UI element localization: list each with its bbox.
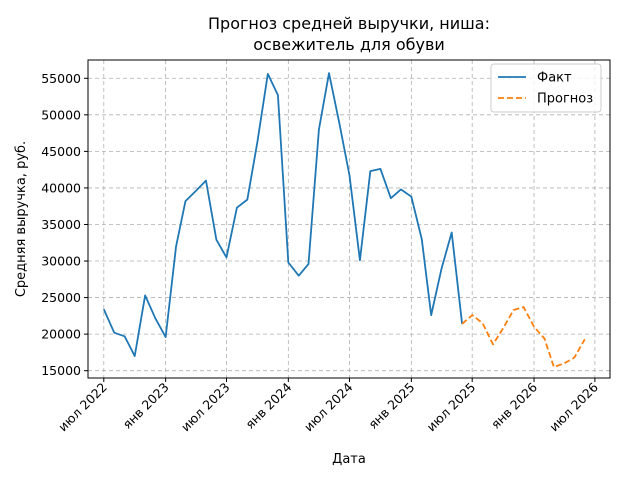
y-tick-label: 50000 <box>41 107 81 122</box>
y-tick-label: 20000 <box>41 327 81 342</box>
series-line-fact <box>102 72 464 357</box>
y-axis-label: Средняя выручка, руб. <box>14 141 29 297</box>
x-axis-label: Дата <box>332 452 366 467</box>
y-tick-label: 25000 <box>41 290 81 305</box>
plot-area-frame <box>87 59 611 379</box>
series-group <box>102 72 586 368</box>
legend: Факт Прогноз <box>490 63 602 113</box>
legend-box <box>490 63 602 113</box>
chart-title-line-2: освежитель для обуви <box>253 35 445 54</box>
grid <box>88 60 610 378</box>
series-line-forecast <box>461 306 586 368</box>
y-tick-label: 45000 <box>41 144 81 159</box>
y-tick-label: 40000 <box>41 180 81 195</box>
chart-title-line-1: Прогноз средней выручки, ниша: <box>208 14 490 33</box>
legend-label-fact: Факт <box>537 71 572 86</box>
legend-label-forecast: Прогноз <box>537 92 593 107</box>
y-tick-label: 15000 <box>41 363 81 378</box>
y-tick-label: 35000 <box>41 217 81 232</box>
y-tick-label: 55000 <box>41 71 81 86</box>
y-tick-label: 30000 <box>41 254 81 269</box>
